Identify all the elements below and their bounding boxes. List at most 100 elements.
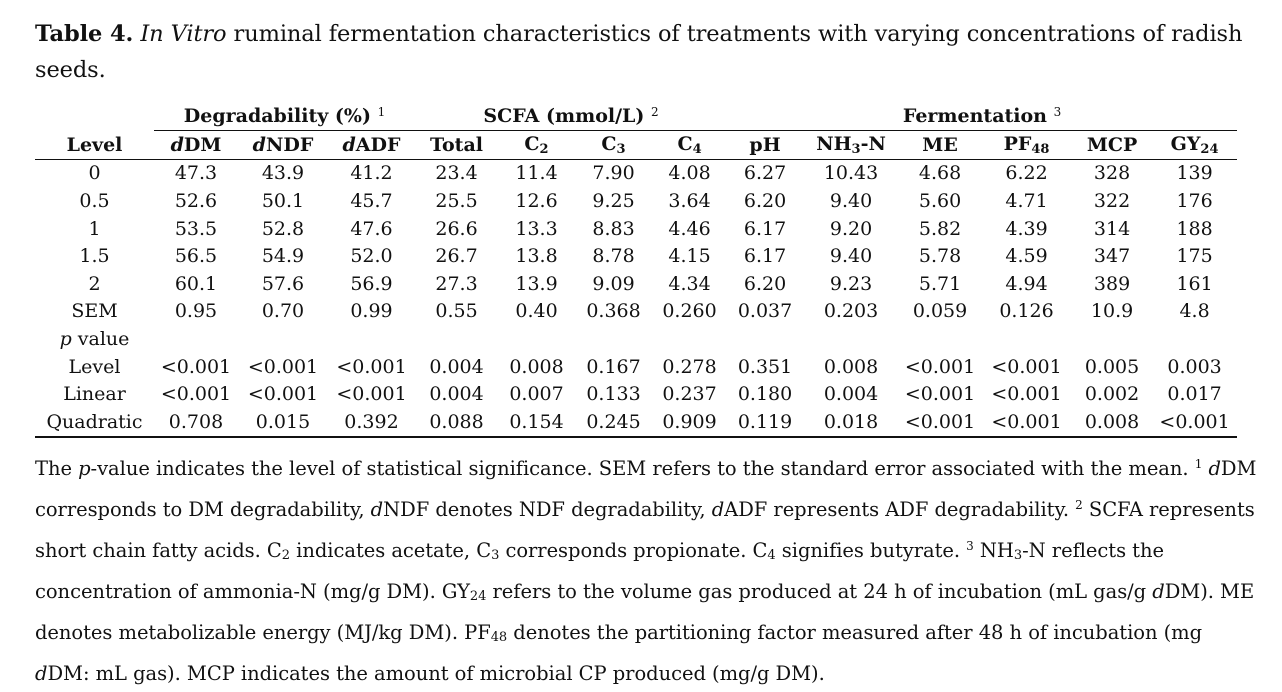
- col-ddm: dDM: [154, 130, 238, 160]
- table-cell: 25.5: [435, 189, 478, 212]
- table-cell: 0.004: [429, 383, 484, 406]
- table-cell: 0.278: [662, 355, 717, 378]
- table-cell: 0.015: [238, 407, 328, 438]
- table-cell: 50.1: [261, 189, 305, 212]
- table-cell: 26.7: [435, 245, 478, 268]
- table-cell: 0.55: [435, 300, 478, 323]
- table-row: 0.5 52.6 50.1 45.7 25.5 12.6 9.25 3.64 6.20 9.40 5…: [35, 187, 1237, 215]
- table-cell: 0.126: [999, 300, 1054, 323]
- table-cell: 26.6: [435, 217, 478, 240]
- table-cell: 0.95: [174, 300, 218, 323]
- table-cell: <0.001: [336, 383, 407, 406]
- table-cell: 0.008: [823, 355, 879, 378]
- pvalue-label-row: p value: [35, 325, 1237, 353]
- table-cell: 9.25: [592, 189, 635, 212]
- table-cell: 9.23: [829, 272, 873, 295]
- table-cell: 6.17: [743, 245, 787, 268]
- table-cell: 0.008: [1072, 407, 1153, 438]
- table-cell: <0.001: [160, 383, 232, 406]
- table-cell: 0.018: [803, 407, 900, 438]
- table-cell: <0.001: [247, 355, 319, 378]
- row-label: 1.5: [79, 245, 110, 268]
- table-cell: 0.017: [1167, 383, 1222, 406]
- table-row: 1.5 56.5 54.9 52.0 26.7 13.8 8.78 4.15 6.17 9.40 5…: [35, 242, 1237, 270]
- table-cell: 9.40: [829, 189, 873, 212]
- col-c4: C4: [652, 130, 728, 160]
- table-cell: 5.78: [918, 245, 962, 268]
- column-header-row: Level dDM dNDF dADF Total C2 C3 C4 pH NH…: [35, 130, 1238, 160]
- table-cell: 0.003: [1167, 355, 1222, 378]
- table-cell: 7.90: [592, 162, 635, 185]
- table-cell: <0.001: [247, 383, 319, 406]
- table-row: SEM 0.95 0.70 0.99 0.55 0.40 0.368 0.260 0.037 0.…: [35, 298, 1237, 326]
- table-cell: 4.39: [1005, 217, 1048, 240]
- table-cell: 52.0: [350, 245, 393, 268]
- table-cell: 6.27: [743, 162, 787, 185]
- group-fermentation: Fermentation 3: [727, 101, 1238, 131]
- table-cell: 0.708: [154, 407, 238, 438]
- pvalue-row: Level <0.001 <0.001 <0.001 0.004 0.008 0.167 0.…: [35, 353, 1237, 381]
- group-empty: [35, 101, 154, 131]
- table-cell: 10.43: [823, 162, 879, 185]
- table-cell: 0.167: [586, 355, 641, 378]
- col-ph: pH: [727, 130, 804, 160]
- row-label: 1: [88, 217, 101, 240]
- col-me: ME: [899, 130, 982, 160]
- table-cell: <0.001: [991, 383, 1062, 406]
- table-cell: 0.059: [912, 300, 968, 323]
- table-cell: 13.8: [515, 245, 558, 268]
- table-caption: Table 4. In Vitro ruminal fermentation c…: [35, 16, 1260, 88]
- col-dndf: dNDF: [238, 130, 328, 160]
- table-cell: 0.007: [509, 383, 564, 406]
- pvalue-row: Linear <0.001 <0.001 <0.001 0.004 0.007 0.133 0…: [35, 380, 1237, 408]
- col-nh3n: NH3-N: [803, 130, 900, 160]
- table-cell: 0.005: [1084, 355, 1140, 378]
- table-cell: 47.3: [174, 162, 218, 185]
- table-cell: 4.59: [1005, 245, 1048, 268]
- table-cell: 0.004: [823, 383, 879, 406]
- group-scfa: SCFA (mmol/L) 2: [415, 101, 728, 131]
- table-cell: 6.20: [743, 189, 787, 212]
- table-cell: 43.9: [261, 162, 305, 185]
- group-degradability: Degradability (%) 1: [154, 101, 416, 131]
- table-cell: 0.70: [261, 300, 305, 323]
- table-cell: 9.09: [592, 272, 635, 295]
- table-cell: <0.001: [160, 355, 232, 378]
- table-cell: 0.088: [415, 407, 499, 438]
- table-cell: 188: [1176, 217, 1213, 240]
- table-cell: <0.001: [904, 355, 976, 378]
- table-cell: 0.119: [727, 407, 804, 438]
- row-label: Level: [68, 355, 121, 378]
- table-cell: 0.133: [586, 383, 641, 406]
- table-cell: 47.6: [350, 217, 393, 240]
- table-cell: 53.5: [174, 217, 218, 240]
- table-cell: 0.180: [737, 383, 793, 406]
- caption-text: ruminal fermentation characteristics of …: [35, 21, 1243, 83]
- table-cell: 0.237: [662, 383, 717, 406]
- table-cell: 56.9: [350, 272, 393, 295]
- table-cell: 176: [1176, 189, 1213, 212]
- table-cell: 3.64: [668, 189, 711, 212]
- table-cell: 10.9: [1090, 300, 1134, 323]
- row-label: 0.5: [79, 189, 110, 212]
- table-cell: 139: [1176, 162, 1213, 185]
- table-cell: 322: [1093, 189, 1131, 212]
- table-cell: 175: [1176, 245, 1213, 268]
- table-cell: 347: [1093, 245, 1131, 268]
- table-cell: 0.004: [429, 355, 484, 378]
- table-cell: 0.40: [515, 300, 558, 323]
- col-c3: C3: [575, 130, 653, 160]
- table-cell: 161: [1176, 272, 1213, 295]
- table-cell: 12.6: [515, 189, 558, 212]
- table-cell: 0.260: [662, 300, 717, 323]
- table-row: 0 47.3 43.9 41.2 23.4 11.4 7.90 4.08 6.27 10.43 4.…: [35, 159, 1237, 187]
- table-row: 2 60.1 57.6 56.9 27.3 13.9 9.09 4.34 6.20 9.23 5.7…: [35, 270, 1237, 298]
- table-cell: 52.8: [261, 217, 305, 240]
- table-cell: 5.82: [918, 217, 962, 240]
- table-cell: 8.78: [592, 245, 635, 268]
- table-cell: <0.001: [991, 355, 1062, 378]
- col-gy24: GY24: [1152, 130, 1238, 160]
- table-cell: 0.351: [737, 355, 793, 378]
- table-row: 1 53.5 52.8 47.6 26.6 13.3 8.83 4.46 6.17 9.20 5.8…: [35, 215, 1237, 243]
- table-cell: 0.203: [823, 300, 879, 323]
